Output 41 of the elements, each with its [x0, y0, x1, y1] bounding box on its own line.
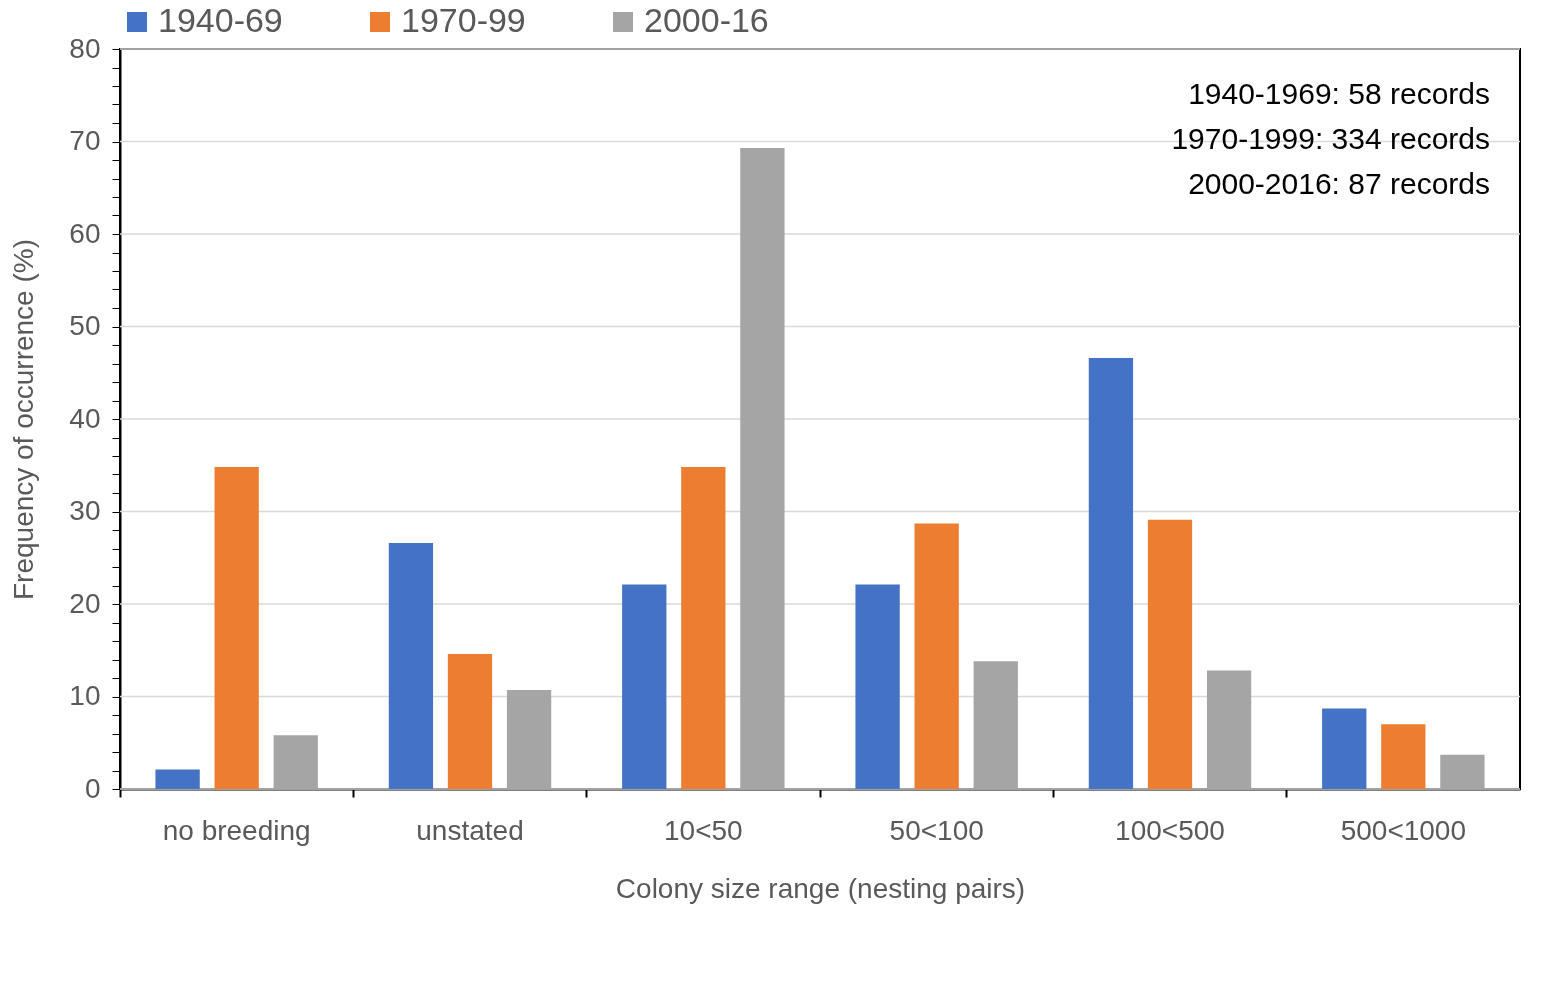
bar	[914, 523, 959, 789]
bar	[1381, 724, 1426, 789]
x-tick-label: no breeding	[162, 814, 311, 846]
annotation: 1940-1969: 58 records	[1188, 77, 1490, 110]
bar	[681, 467, 726, 789]
y-tick-label: 40	[69, 402, 101, 434]
bar	[155, 769, 200, 789]
x-axis-title: Colony size range (nesting pairs)	[615, 872, 1026, 904]
x-tick-label: 50<100	[889, 814, 984, 846]
y-tick-label: 20	[69, 587, 101, 619]
legend-label: 1970-99	[401, 1, 526, 39]
bar	[973, 661, 1018, 789]
legend-label: 1940-69	[158, 1, 283, 39]
y-tick-label: 60	[69, 217, 101, 249]
y-tick-label: 80	[69, 32, 101, 64]
y-tick-label: 0	[84, 772, 101, 804]
bar	[855, 584, 900, 789]
legend-label: 2000-16	[644, 1, 769, 39]
bar	[506, 690, 552, 789]
y-tick-label: 50	[69, 310, 101, 341]
y-tick-label: 10	[69, 680, 101, 711]
x-tick-label: 500<1000	[1340, 814, 1467, 846]
y-tick-label: 70	[69, 125, 101, 156]
bar	[740, 147, 785, 789]
bar	[622, 584, 667, 789]
bar	[1206, 670, 1252, 789]
bar	[1147, 519, 1193, 789]
bar	[1088, 357, 1134, 789]
x-tick-label: unstated	[416, 814, 524, 846]
y-axis-title: Frequency of occurrence (%)	[8, 238, 40, 601]
bar	[1322, 708, 1367, 789]
bar	[214, 467, 259, 789]
annotation: 2000-2016: 87 records	[1188, 167, 1490, 200]
y-tick-label: 30	[69, 495, 101, 526]
bar	[1440, 754, 1485, 789]
annotation: 1970-1999: 334 records	[1171, 122, 1490, 155]
x-tick-label: 100<500	[1115, 814, 1225, 846]
x-tick-label: 10<50	[664, 814, 743, 846]
bar	[447, 653, 493, 789]
bar	[388, 542, 434, 789]
bar	[273, 735, 318, 789]
